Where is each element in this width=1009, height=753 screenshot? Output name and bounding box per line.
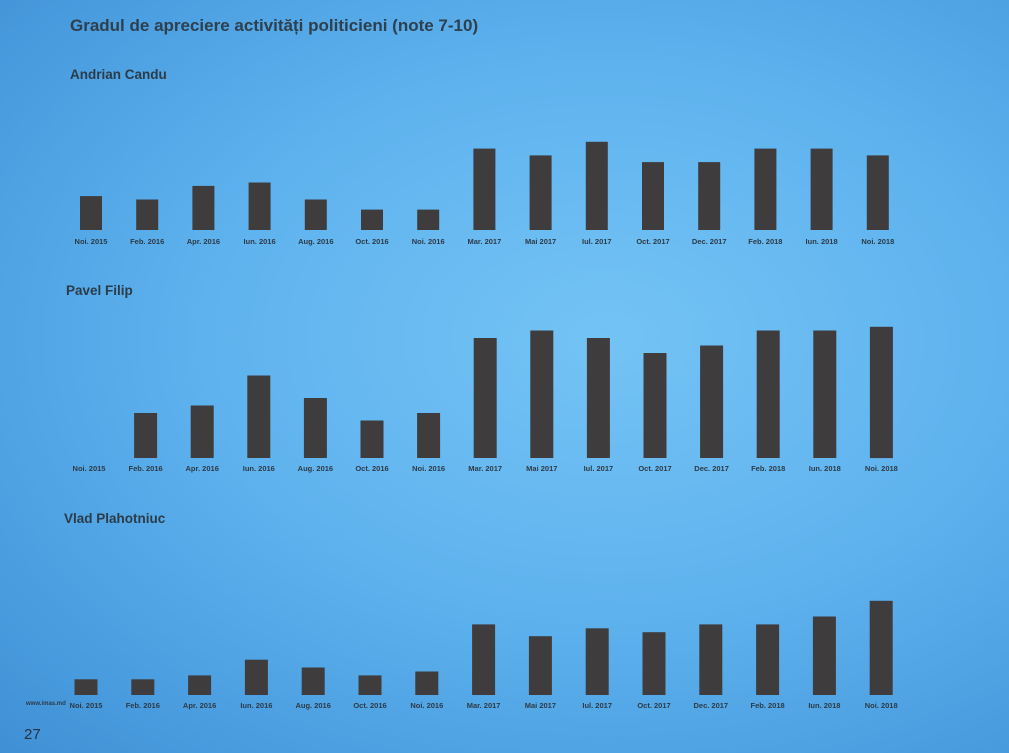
bar-iul-2017 bbox=[585, 628, 609, 695]
bar-iul-2017 bbox=[586, 338, 610, 458]
bar-oct-2016 bbox=[360, 420, 384, 458]
bar-feb-2016 bbox=[136, 199, 159, 230]
x-tick-label: Iul. 2017 bbox=[582, 701, 612, 710]
bar-chart-pavel-filip: Noi. 2015 Feb. 2016 Apr. 2016 Iun. 2016 Aug.… bbox=[73, 326, 898, 473]
x-tick-label: Apr. 2016 bbox=[183, 701, 216, 710]
x-tick-label: Feb. 2018 bbox=[748, 237, 782, 246]
bar-iun-2018 bbox=[810, 148, 833, 230]
bar-feb-2018 bbox=[754, 148, 777, 230]
x-tick-label: Dec. 2017 bbox=[692, 237, 727, 246]
x-tick-label: Mar. 2017 bbox=[468, 464, 502, 473]
x-tick-label: Oct. 2016 bbox=[355, 464, 388, 473]
x-tick-label: Noi. 2015 bbox=[73, 464, 106, 473]
x-tick-label: Iul. 2017 bbox=[582, 237, 612, 246]
x-tick-label: Feb. 2016 bbox=[129, 464, 163, 473]
x-tick-label: Aug. 2016 bbox=[298, 464, 333, 473]
x-tick-label: Noi. 2018 bbox=[865, 464, 898, 473]
bar-noi-2018 bbox=[869, 600, 893, 695]
bar-feb-2016 bbox=[131, 679, 155, 695]
x-tick-label: Noi. 2018 bbox=[861, 237, 894, 246]
bar-dec-2017 bbox=[700, 345, 724, 458]
x-tick-label: Dec. 2017 bbox=[694, 464, 729, 473]
x-tick-label: Noi. 2016 bbox=[410, 701, 443, 710]
bar-dec-2017 bbox=[699, 624, 723, 695]
x-tick-label: Apr. 2016 bbox=[186, 464, 219, 473]
x-tick-label: Mai 2017 bbox=[526, 464, 557, 473]
page-number: 27 bbox=[24, 726, 41, 743]
x-tick-label: Iun. 2016 bbox=[244, 237, 276, 246]
bar-oct-2017 bbox=[642, 632, 666, 695]
page-title: Gradul de apreciere activități politicie… bbox=[70, 16, 479, 35]
x-tick-label: Noi. 2016 bbox=[412, 237, 445, 246]
bar-noi-2016 bbox=[417, 209, 440, 230]
x-tick-label: Oct. 2016 bbox=[355, 237, 388, 246]
bar-iun-2016 bbox=[248, 182, 271, 230]
x-tick-label: Iun. 2016 bbox=[240, 701, 272, 710]
bar-mai-2017 bbox=[529, 155, 552, 230]
x-tick-label: Iun. 2018 bbox=[808, 701, 840, 710]
bar-feb-2018 bbox=[756, 330, 780, 458]
x-tick-label: Apr. 2016 bbox=[187, 237, 220, 246]
x-tick-label: Aug. 2016 bbox=[298, 237, 333, 246]
bar-apr-2016 bbox=[192, 185, 215, 230]
bar-mar-2017 bbox=[473, 338, 497, 458]
bar-noi-2018 bbox=[869, 326, 893, 459]
bar-iun-2016 bbox=[247, 375, 271, 458]
bar-mai-2017 bbox=[528, 636, 552, 695]
bar-oct-2017 bbox=[643, 353, 667, 458]
x-tick-label: Feb. 2018 bbox=[751, 701, 785, 710]
x-tick-label: Oct. 2017 bbox=[637, 701, 670, 710]
x-tick-label: Oct. 2017 bbox=[638, 464, 671, 473]
bar-apr-2016 bbox=[190, 405, 214, 458]
bar-oct-2016 bbox=[358, 675, 382, 695]
x-tick-label: Mar. 2017 bbox=[468, 237, 502, 246]
bar-aug-2016 bbox=[304, 199, 327, 230]
bar-iun-2018 bbox=[812, 616, 836, 695]
bar-mar-2017 bbox=[473, 148, 496, 230]
x-tick-label: Oct. 2017 bbox=[636, 237, 669, 246]
x-tick-label: Iun. 2018 bbox=[809, 464, 841, 473]
bar-dec-2017 bbox=[698, 162, 721, 230]
bar-noi-2016 bbox=[417, 413, 441, 458]
x-tick-label: Feb. 2016 bbox=[126, 701, 160, 710]
bar-mar-2017 bbox=[472, 624, 496, 695]
bar-feb-2016 bbox=[134, 413, 158, 458]
bar-apr-2016 bbox=[188, 675, 212, 695]
bar-feb-2018 bbox=[756, 624, 780, 695]
bar-noi-2015 bbox=[74, 679, 98, 695]
x-tick-label: Iul. 2017 bbox=[584, 464, 614, 473]
x-tick-label: Dec. 2017 bbox=[693, 701, 728, 710]
bar-chart-andrian-candu: Noi. 2015 Feb. 2016 Apr. 2016 Iun. 2016 Aug.… bbox=[75, 141, 894, 246]
x-tick-label: Feb. 2016 bbox=[130, 237, 164, 246]
x-tick-label: Noi. 2018 bbox=[865, 701, 898, 710]
x-tick-label: Aug. 2016 bbox=[295, 701, 330, 710]
bar-iun-2016 bbox=[244, 659, 268, 695]
x-tick-label: Iun. 2016 bbox=[243, 464, 275, 473]
bar-noi-2016 bbox=[415, 671, 439, 695]
chart-title-vlad-plahotniuc: Vlad Plahotniuc bbox=[64, 511, 166, 526]
bar-aug-2016 bbox=[303, 398, 327, 458]
x-tick-label: Mar. 2017 bbox=[467, 701, 501, 710]
bar-noi-2015 bbox=[80, 196, 102, 230]
bar-iun-2018 bbox=[813, 330, 837, 458]
bar-chart-vlad-plahotniuc: Noi. 2015 Feb. 2016 Apr. 2016 Iun. 2016 Aug.… bbox=[70, 600, 898, 710]
source-note: www.imas.md bbox=[26, 701, 66, 707]
bar-iul-2017 bbox=[585, 141, 608, 230]
x-tick-label: Oct. 2016 bbox=[353, 701, 386, 710]
x-tick-label: Feb. 2018 bbox=[751, 464, 785, 473]
x-tick-label: Noi. 2015 bbox=[70, 701, 103, 710]
x-tick-label: Mai 2017 bbox=[525, 701, 556, 710]
x-tick-label: Noi. 2016 bbox=[412, 464, 445, 473]
bar-oct-2016 bbox=[361, 209, 383, 230]
chart-title-andrian-candu: Andrian Candu bbox=[70, 67, 167, 82]
chart-title-pavel-filip: Pavel Filip bbox=[66, 283, 133, 298]
bar-oct-2017 bbox=[642, 162, 664, 230]
bar-mai-2017 bbox=[530, 330, 554, 458]
bar-noi-2018 bbox=[866, 155, 889, 230]
x-tick-label: Iun. 2018 bbox=[806, 237, 838, 246]
x-tick-label: Mai 2017 bbox=[525, 237, 556, 246]
bar-aug-2016 bbox=[301, 667, 325, 695]
x-tick-label: Noi. 2015 bbox=[75, 237, 108, 246]
